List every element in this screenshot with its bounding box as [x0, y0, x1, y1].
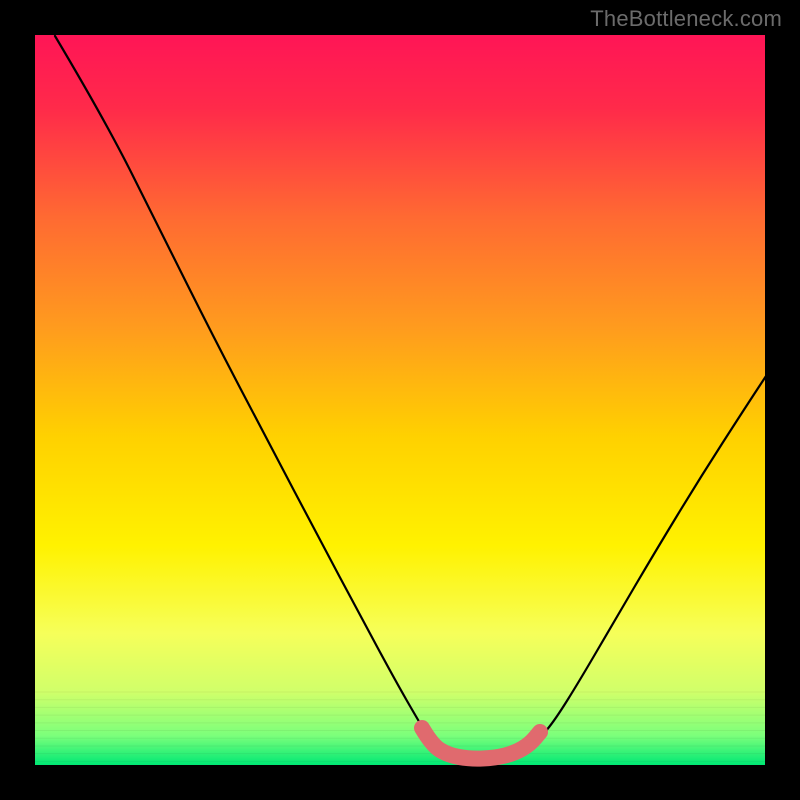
watermark-text: TheBottleneck.com	[590, 6, 782, 32]
plot-gradient-area	[35, 35, 765, 765]
bottleneck-chart	[0, 0, 800, 800]
